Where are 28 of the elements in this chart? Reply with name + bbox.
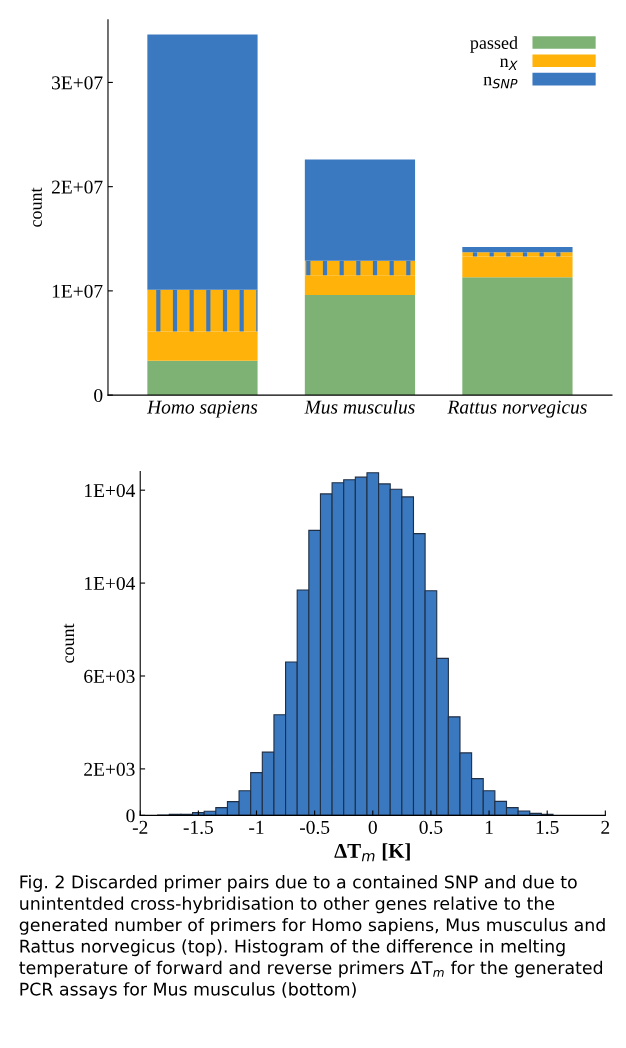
text: Fig. 2 Discarded primer pairs due to a contained SNP and due to unintentded cross-hybridisation to other genes relative to the generated number of primers for Homo sapiens, Mus musculus and Rattus norvegicus (top). Histogram of the difference in melting temperature of forward and reverse primers ΔT$_{m}$ for the generated PCR assays for Mus musculus (bottom) <box>19 875 605 1000</box>
legend-label: n$_{X}$ <box>500 58 518 70</box>
y-axis-title: count <box>63 623 75 663</box>
x-tick-label: Rattus norvegicus <box>447 400 587 418</box>
y-tick-label: 0 <box>126 809 135 823</box>
x-tick-label: -2 <box>132 820 148 834</box>
x-tick-label: -0.5 <box>299 820 330 834</box>
y-tick-label: 2E+07 <box>51 180 103 194</box>
y-tick-label: 1E+04 <box>85 484 136 498</box>
x-tick-label: 0 <box>368 820 377 834</box>
x-axis-title: ΔT$_{m}$ [K] <box>334 843 410 862</box>
x-tick-label: 1.5 <box>536 820 559 834</box>
x-tick-label: -1 <box>249 820 264 834</box>
legend-label: n$_{SNP}$ <box>483 76 518 89</box>
y-tick-label: 1E+07 <box>52 284 103 298</box>
y-axis-title: count <box>31 187 42 227</box>
y-tick-label: 0 <box>94 388 103 403</box>
y-tick-label: 3E+07 <box>52 76 103 90</box>
x-tick-label: 1 <box>485 820 493 834</box>
y-tick-label: 2E+03 <box>84 762 135 776</box>
y-tick-label: 1E+04 <box>85 576 136 591</box>
x-tick-label: 2 <box>601 820 610 834</box>
legend-label: passed <box>470 36 518 53</box>
x-tick-label: Homo sapiens <box>146 400 258 418</box>
x-tick-label: Mus musculus <box>304 399 415 414</box>
y-tick-label: 6E+03 <box>84 669 135 683</box>
x-tick-label: -1.5 <box>183 820 213 834</box>
x-tick-label: 0.5 <box>419 820 443 834</box>
